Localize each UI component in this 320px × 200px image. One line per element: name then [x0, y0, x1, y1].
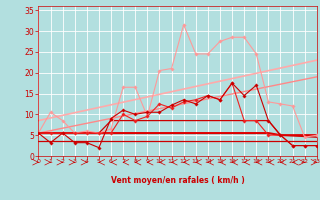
X-axis label: Vent moyen/en rafales ( km/h ): Vent moyen/en rafales ( km/h ): [111, 176, 244, 185]
